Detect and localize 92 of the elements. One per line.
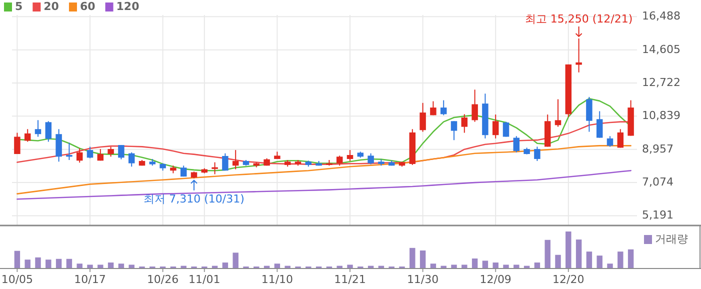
legend-label: 5 [15, 0, 23, 14]
candlestick [212, 162, 218, 175]
x-tick-label: 10/05 [1, 273, 34, 286]
candlestick [24, 128, 31, 142]
bar [108, 262, 114, 268]
x-tick-label: 11/01 [188, 273, 220, 286]
legend-label: 거래량 [655, 232, 688, 246]
bar [514, 264, 520, 268]
bar [628, 249, 634, 268]
x-tick-label: 10/26 [146, 273, 179, 286]
x-tick-label: 12/20 [552, 273, 584, 286]
legend-label: 20 [44, 0, 60, 14]
bar [35, 257, 41, 268]
bar [596, 256, 602, 268]
x-tick-label: 11/10 [261, 273, 294, 286]
bar [347, 264, 353, 268]
bar [566, 232, 572, 268]
candlestick [86, 146, 94, 159]
bar [482, 260, 488, 268]
candlestick [128, 152, 135, 168]
candlestick [14, 132, 20, 155]
candlestick [461, 114, 468, 134]
bar [503, 264, 509, 268]
bar [46, 260, 52, 268]
candlestick [554, 98, 562, 128]
x-tick-label: 11/30 [406, 273, 439, 286]
bar [586, 252, 592, 268]
candlestick [56, 128, 62, 162]
candlestick [450, 120, 458, 141]
candlestick [472, 89, 478, 122]
y-tick-label: 16,488 [642, 10, 680, 23]
bar [534, 262, 540, 268]
candlestick [534, 146, 540, 162]
candlestick [606, 136, 614, 148]
bar [430, 264, 436, 268]
candlestick [34, 120, 42, 138]
bar [98, 264, 104, 268]
y-tick-label: 7,074 [642, 176, 674, 189]
candlestick [440, 100, 447, 116]
y-tick-label: 10,839 [642, 109, 680, 122]
bar [544, 240, 550, 268]
bar [618, 252, 624, 268]
bar [56, 258, 62, 268]
candlestick [118, 144, 124, 160]
bar [232, 252, 238, 268]
candlestick [596, 110, 603, 138]
bar [607, 264, 613, 268]
candlestick [222, 152, 228, 172]
bar [420, 250, 426, 268]
bar [118, 264, 124, 268]
candlestick [66, 142, 72, 160]
bar [555, 254, 561, 268]
bar [492, 262, 498, 268]
candlestick [368, 152, 374, 165]
bar [66, 258, 72, 268]
candlestick [586, 96, 592, 132]
bar [274, 264, 280, 268]
x-tick-label: 10/17 [74, 273, 106, 286]
candlestick [617, 128, 624, 148]
bar [472, 258, 478, 268]
bar [462, 264, 468, 268]
bar [576, 240, 582, 268]
y-tick-label: 8,957 [642, 142, 674, 156]
candlestick [502, 121, 510, 138]
bar [87, 264, 93, 268]
candlestick [430, 100, 436, 116]
candlestick [420, 102, 426, 132]
annotation: 최저 7,310 (10/31) [144, 192, 244, 206]
candlestick [232, 150, 239, 170]
candlestick [513, 136, 520, 153]
bar [410, 248, 416, 268]
candlestick [108, 146, 114, 158]
legend-label: 120 [116, 0, 140, 14]
annotation: 최고 15,250 (12/21) [524, 12, 633, 26]
bar [14, 250, 20, 268]
bar [24, 260, 30, 268]
y-tick-label: 14,605 [642, 42, 680, 56]
bar [76, 264, 82, 268]
candlestick [576, 38, 582, 73]
x-tick-label: 11/21 [334, 273, 366, 286]
candlestick [76, 148, 83, 164]
candlestick [492, 114, 499, 139]
y-tick-label: 5,191 [642, 208, 674, 222]
candlestick [346, 150, 354, 162]
bar [451, 264, 457, 268]
x-tick-label: 12/09 [480, 273, 512, 286]
bar [222, 262, 228, 268]
bar [128, 264, 134, 268]
candlestick [336, 155, 343, 166]
candlestick [45, 120, 52, 142]
y-tick-label: 12,722 [642, 76, 680, 90]
legend-label: 60 [80, 0, 96, 14]
